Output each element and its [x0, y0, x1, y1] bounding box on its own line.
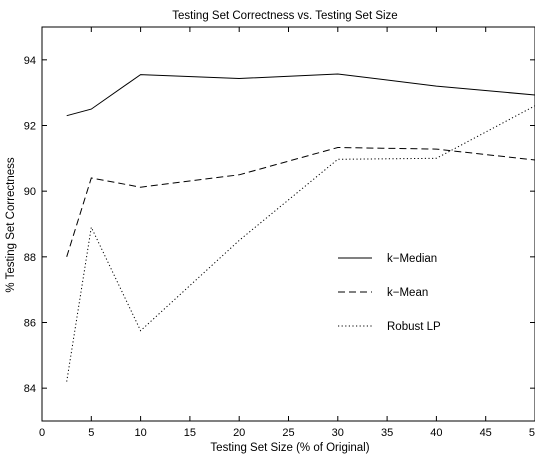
chart-title: Testing Set Correctness vs. Testing Set … — [172, 10, 397, 22]
x-tick-label: 45 — [480, 427, 492, 439]
x-tick-label: 30 — [332, 427, 344, 439]
x-tick-label: 35 — [381, 427, 393, 439]
y-axis-label: % Testing Set Correctness — [5, 157, 17, 293]
y-tick-label: 84 — [24, 383, 36, 395]
x-tick-label: 0 — [39, 427, 45, 439]
y-tick-label: 94 — [24, 55, 36, 67]
x-tick-label: 40 — [430, 427, 442, 439]
y-tick-label: 86 — [24, 318, 36, 330]
legend-label: k−Mean — [387, 287, 428, 299]
axis-ticks: 0 5 10 15 20 25 30 35 40 45 50 84 86 88 90 92 94 — [24, 27, 535, 439]
series-line-2 — [66, 105, 535, 382]
series-layer — [66, 73, 535, 382]
x-tick-label: 15 — [184, 427, 196, 439]
x-tick-label: 20 — [233, 427, 245, 439]
x-tick-label: 50 — [529, 427, 535, 439]
y-tick-label: 90 — [24, 186, 36, 198]
series-line-0 — [66, 73, 535, 117]
legend-label: Robust LP — [387, 321, 441, 333]
plot-frame — [41, 26, 535, 422]
series-line-1 — [66, 146, 535, 257]
x-tick-label: 10 — [134, 427, 146, 439]
y-tick-label: 92 — [24, 121, 36, 133]
x-tick-label: 5 — [88, 427, 94, 439]
x-axis-label: Testing Set Size (% of Original) — [210, 442, 369, 454]
x-tick-label: 25 — [282, 427, 294, 439]
legend-label: k−Median — [387, 253, 437, 265]
legend: k−Median k−Mean Robust LP — [338, 253, 441, 333]
y-tick-label: 88 — [24, 252, 36, 264]
